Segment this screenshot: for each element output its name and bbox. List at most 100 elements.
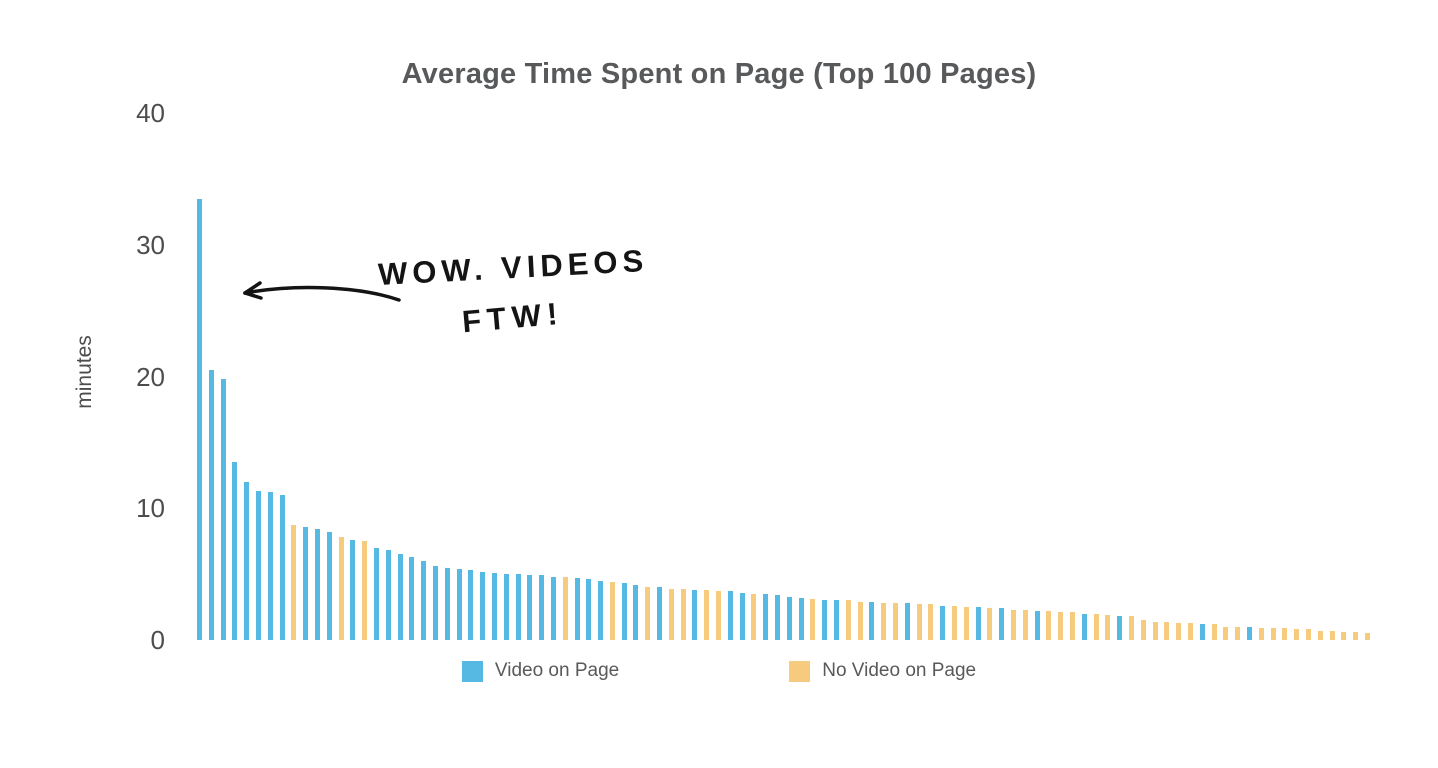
bar-video: [385, 550, 391, 640]
bar-video: [550, 576, 556, 640]
bar-no-video: [1258, 628, 1264, 640]
bar-no-video: [916, 604, 922, 640]
bar-no-video: [845, 600, 851, 640]
legend-item-novideo: No Video on Page: [789, 660, 976, 682]
bar-no-video: [362, 541, 368, 640]
bar-video: [208, 369, 214, 640]
bar-no-video: [716, 591, 722, 640]
bar-video: [940, 605, 946, 640]
bar-video: [692, 589, 698, 640]
bar-video: [739, 592, 745, 640]
bar-no-video: [1058, 612, 1064, 640]
bar-no-video: [1187, 622, 1193, 640]
bar-no-video: [609, 582, 615, 640]
bar-video: [220, 379, 226, 640]
bar-video: [727, 591, 733, 640]
bar-video: [999, 608, 1005, 640]
bar-no-video: [1364, 633, 1370, 640]
bar-no-video: [1164, 621, 1170, 640]
bar-no-video: [1010, 609, 1016, 640]
bar-no-video: [1282, 628, 1288, 640]
bar-video: [303, 526, 309, 640]
bar-no-video: [963, 607, 969, 640]
bar-no-video: [928, 604, 934, 640]
bar-no-video: [810, 599, 816, 640]
bar-no-video: [1353, 632, 1359, 640]
bar-no-video: [1223, 626, 1229, 640]
bar-video: [480, 571, 486, 640]
bar-video: [1117, 616, 1123, 640]
bar-video: [598, 580, 604, 640]
bar-video: [468, 570, 474, 640]
bar-video: [350, 539, 356, 640]
bar-no-video: [1317, 630, 1323, 640]
bar-video: [421, 560, 427, 640]
legend-swatch-video: [461, 660, 483, 682]
bar-video: [539, 575, 545, 640]
bar-video: [1034, 611, 1040, 640]
bar-video: [244, 481, 250, 640]
bar-video: [432, 566, 438, 640]
bar-video: [574, 578, 580, 640]
y-axis-tick: 40: [136, 98, 165, 128]
chart-title: Average Time Spent on Page (Top 100 Page…: [401, 58, 1037, 90]
bar-no-video: [1305, 629, 1311, 640]
bar-no-video: [751, 593, 757, 640]
bar-video: [255, 491, 261, 640]
annotation-arrow-icon: [243, 281, 401, 302]
bar-no-video: [291, 525, 297, 640]
y-axis-tick: 0: [150, 625, 165, 655]
bar-no-video: [1329, 630, 1335, 640]
bar-no-video: [668, 588, 674, 640]
bar-video: [1081, 613, 1087, 640]
y-axis-tick: 20: [136, 361, 165, 392]
bar-video: [491, 572, 497, 640]
bar-no-video: [1176, 622, 1182, 640]
bar-no-video: [1341, 632, 1347, 640]
bar-no-video: [1105, 614, 1111, 640]
bar-no-video: [645, 587, 651, 640]
bar-no-video: [1294, 629, 1300, 640]
bar-no-video: [562, 576, 568, 640]
legend-item-video: Video on Page: [461, 660, 620, 682]
bar-video: [1246, 626, 1252, 640]
bar-no-video: [1140, 620, 1146, 640]
bar-no-video: [704, 589, 710, 640]
bar-video: [1199, 624, 1205, 640]
bar-video: [786, 596, 792, 640]
bar-video: [869, 601, 875, 640]
bar-video: [775, 595, 781, 640]
bar-video: [657, 587, 663, 640]
bar-video: [834, 600, 840, 640]
bar-video: [904, 603, 910, 640]
y-axis-tick: 10: [136, 493, 165, 524]
bar-video: [822, 600, 828, 640]
bar-no-video: [1069, 612, 1075, 640]
bar-video: [397, 554, 403, 640]
bar-video: [633, 584, 639, 640]
bar-no-video: [1093, 613, 1099, 640]
bar-no-video: [1128, 616, 1134, 640]
bar-video: [326, 531, 332, 640]
bar-video: [798, 597, 804, 640]
bar-no-video: [987, 608, 993, 640]
legend-label-video: Video on Page: [494, 660, 620, 681]
bar-video: [586, 579, 592, 640]
bar-video: [456, 568, 462, 640]
bar-video: [373, 547, 379, 640]
bar-video: [409, 557, 415, 640]
bar-video: [503, 574, 509, 640]
bar-no-video: [680, 588, 686, 640]
bar-video: [527, 575, 533, 640]
bar-no-video: [338, 537, 344, 640]
bar-video: [267, 492, 273, 640]
y-axis-tick: 30: [136, 229, 165, 260]
bar-video: [279, 495, 285, 640]
y-axis-label: minutes: [72, 335, 96, 409]
bar-no-video: [857, 601, 863, 640]
bar-no-video: [1270, 628, 1276, 640]
bar-video: [444, 567, 450, 640]
bar-video: [515, 574, 521, 640]
bar-no-video: [952, 605, 957, 640]
